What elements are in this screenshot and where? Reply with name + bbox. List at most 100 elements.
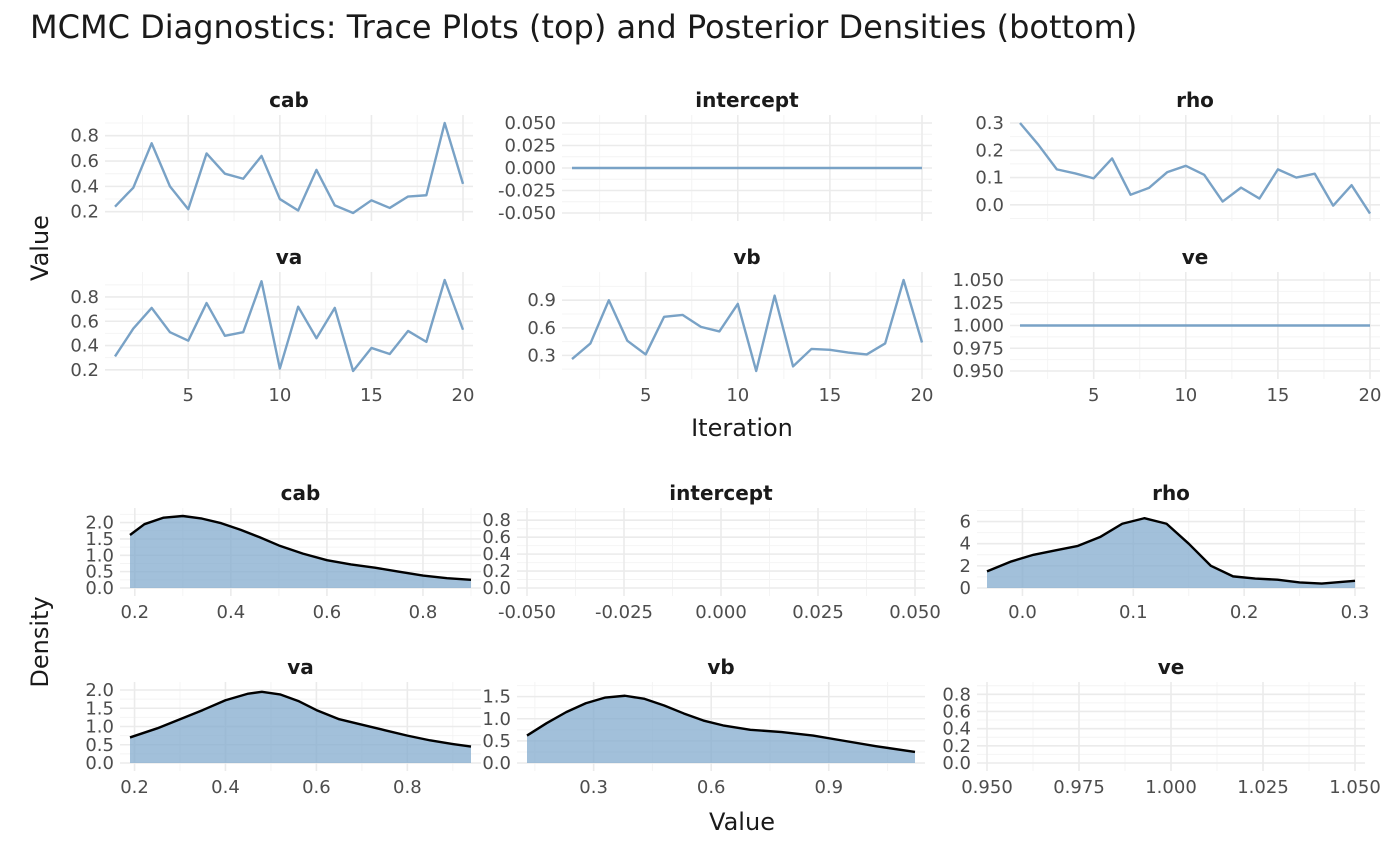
y-tick-label: 2.0: [85, 680, 114, 701]
y-tick-label: 0.3: [527, 345, 556, 366]
facet-title: rho: [1176, 88, 1214, 112]
density-panel-ve: 0.00.20.40.60.8 0.950 0.975 1.000 1.025 1.050…: [942, 655, 1380, 798]
facet-title: ve: [1158, 655, 1185, 679]
x-tick-label: 10: [268, 385, 291, 406]
y-tick-label: 0.0: [942, 753, 971, 774]
y-tick-label: 0.5: [85, 735, 114, 756]
x-tick-label: 0.8: [393, 777, 422, 798]
y-tick-label: 0.8: [942, 684, 971, 705]
x-tick-label: -0.050: [498, 602, 556, 623]
x-tick-label: 5: [183, 385, 194, 406]
trace-panel-vb: 0.3 0.6 0.9 5 10 15 20 vb: [527, 245, 933, 406]
y-tick-label: 0.050: [504, 113, 556, 134]
density-area: [130, 691, 471, 763]
y-tick-label: 0.2: [942, 736, 971, 757]
density-area: [527, 695, 915, 763]
y-tick-label: 1.5: [85, 698, 114, 719]
y-tick-label: 0.950: [952, 361, 1004, 382]
x-tick-label: 0.025: [792, 602, 844, 623]
y-tick-label: 0.8: [70, 126, 99, 147]
figure-title: MCMC Diagnostics: Trace Plots (top) and …: [30, 8, 1138, 46]
y-tick-label: 0.4: [70, 176, 99, 197]
density-panel-cab: 0.00.51.01.52.0 0.2 0.4 0.6 0.8 cab: [85, 481, 481, 623]
y-tick-label: 0.4: [70, 336, 99, 357]
y-tick-label: 0.000: [504, 158, 556, 179]
x-tick-label: 15: [360, 385, 383, 406]
x-tick-label: 1.025: [1237, 777, 1289, 798]
facet-title: vb: [733, 245, 760, 269]
density-y-axis-title: Density: [26, 596, 54, 687]
y-tick-label: 0.0: [85, 578, 114, 599]
x-tick-label: 0.000: [695, 602, 747, 623]
y-tick-label: 1.5: [85, 529, 114, 550]
x-tick-label: 1.000: [1145, 777, 1197, 798]
x-tick-label: 0.4: [217, 602, 246, 623]
y-tick-label: 0.2: [70, 202, 99, 223]
facet-title: rho: [1152, 481, 1190, 505]
y-tick-label: 0.1: [975, 168, 1004, 189]
facet-title: cab: [269, 88, 309, 112]
y-tick-label: 0.0: [85, 753, 114, 774]
x-tick-label: 1.050: [1329, 777, 1381, 798]
y-tick-label: 0.3: [975, 113, 1004, 134]
trace-panel-va: 0.2 0.4 0.6 0.8 5 10 15 20 va: [70, 245, 474, 406]
x-tick-label: 0.2: [120, 602, 149, 623]
y-tick-label: 2: [960, 556, 971, 577]
y-tick-label: 0.5: [482, 731, 511, 752]
density-line: [986, 517, 1356, 585]
y-tick-label: 1.025: [952, 293, 1004, 314]
y-tick-label: 0.5: [85, 562, 114, 583]
y-tick-label: 1.000: [952, 316, 1004, 337]
y-tick-label: 0.2: [70, 360, 99, 381]
x-tick-label: 5: [1088, 385, 1099, 406]
y-tick-label: 1.050: [952, 270, 1004, 291]
y-tick-label: 0.6: [942, 701, 971, 722]
trace-line: [571, 278, 924, 373]
x-tick-label: 0.2: [1230, 602, 1259, 623]
y-tick-label: -0.025: [498, 181, 556, 202]
y-tick-label: 4: [960, 534, 971, 555]
x-tick-label: 0.8: [409, 602, 438, 623]
facet-title: va: [276, 245, 303, 269]
trace-y-axis-title: Value: [26, 215, 54, 281]
x-tick-label: 15: [818, 385, 841, 406]
density-panel-va: 0.00.51.01.52.0 0.2 0.4 0.6 0.8 va: [85, 655, 481, 798]
facet-title: vb: [707, 655, 734, 679]
facet-title: cab: [281, 481, 321, 505]
trace-x-axis-title: Iteration: [691, 414, 793, 442]
y-tick-label: 0.8: [70, 287, 99, 308]
y-tick-label: 0.6: [70, 311, 99, 332]
x-tick-label: 20: [452, 385, 475, 406]
facet-title: intercept: [669, 481, 773, 505]
trace-panel-cab: 0.2 0.4 0.6 0.8 cab: [70, 88, 473, 223]
density-panel-vb: 0.00.51.01.5 0.3 0.6 0.9 vb: [482, 655, 925, 798]
facet-title: ve: [1182, 245, 1209, 269]
x-tick-label: 5: [640, 385, 651, 406]
y-tick-label: 2.0: [85, 513, 114, 534]
x-tick-label: 0.6: [697, 777, 726, 798]
y-tick-label: 0.025: [504, 136, 556, 157]
density-line: [526, 694, 916, 754]
y-tick-label: 0.4: [482, 544, 511, 565]
density-line: [129, 514, 472, 582]
y-tick-label: 1.0: [85, 545, 114, 566]
y-tick-label: 0.2: [482, 561, 511, 582]
trace-line: [113, 278, 465, 373]
x-tick-label: 0.975: [1053, 777, 1105, 798]
density-panel-intercept: 0.00.20.40.60.8 -0.050 -0.025 0.000 0.025 0.0…: [482, 481, 940, 623]
y-tick-label: 0.6: [482, 527, 511, 548]
x-tick-label: 0.0: [1008, 602, 1037, 623]
x-tick-label: 0.6: [302, 777, 331, 798]
y-tick-label: 0.6: [70, 151, 99, 172]
x-tick-label: 0.9: [814, 777, 843, 798]
x-tick-label: 0.950: [961, 777, 1013, 798]
x-tick-label: 0.1: [1119, 602, 1148, 623]
y-tick-label: 1.0: [85, 717, 114, 738]
x-tick-label: 0.2: [120, 777, 149, 798]
y-tick-label: 0.2: [975, 140, 1004, 161]
y-tick-label: 0: [960, 578, 971, 599]
